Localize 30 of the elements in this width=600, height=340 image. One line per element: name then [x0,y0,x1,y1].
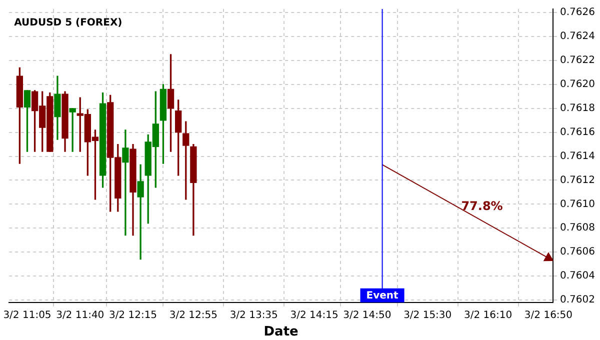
y-tick-label: 0.7612 [560,174,596,186]
y-tick-label: 0.7622 [560,55,596,66]
x-tick-label: 3/2 12:55 [169,310,218,321]
y-tick-label: 0.7608 [560,222,596,234]
y-tick-label: 0.7616 [560,126,596,138]
x-tick-label: 3/2 15:30 [404,310,452,321]
y-tick-label: 0.7602 [560,294,596,306]
candlestick [137,164,144,260]
y-tick-label: 0.7614 [560,150,596,162]
y-tick-label: 0.7624 [560,31,596,42]
x-tick-label: 3/2 14:15 [290,310,338,321]
x-tick-label: 3/2 11:05 [3,310,52,321]
x-tick-label: 3/2 16:10 [464,310,512,321]
candlestick [69,108,76,152]
y-tick-label: 0.7626 [560,7,596,18]
y-tick-label: 0.7610 [560,198,596,210]
x-tick-label: 3/2 16:50 [524,310,573,321]
text: AUDUSD 5 (FOREX) [14,18,122,29]
annotation: 77.8% [461,198,503,213]
y-tick-label: 0.7620 [560,79,596,90]
ref-line-label: Event [366,290,399,302]
x-tick-label: 3/2 14:50 [343,310,392,321]
x-axis-title: Date [264,324,299,340]
y-tick-label: 0.7604 [560,270,596,282]
y-tick-label: 0.7618 [560,102,596,114]
candlestick [122,130,129,236]
x-tick-label: 3/2 13:35 [230,310,278,321]
x-tick-label: 3/2 11:40 [56,310,104,321]
x-tick-label: 3/2 12:15 [108,310,158,321]
y-tick-label: 0.7606 [560,246,596,258]
